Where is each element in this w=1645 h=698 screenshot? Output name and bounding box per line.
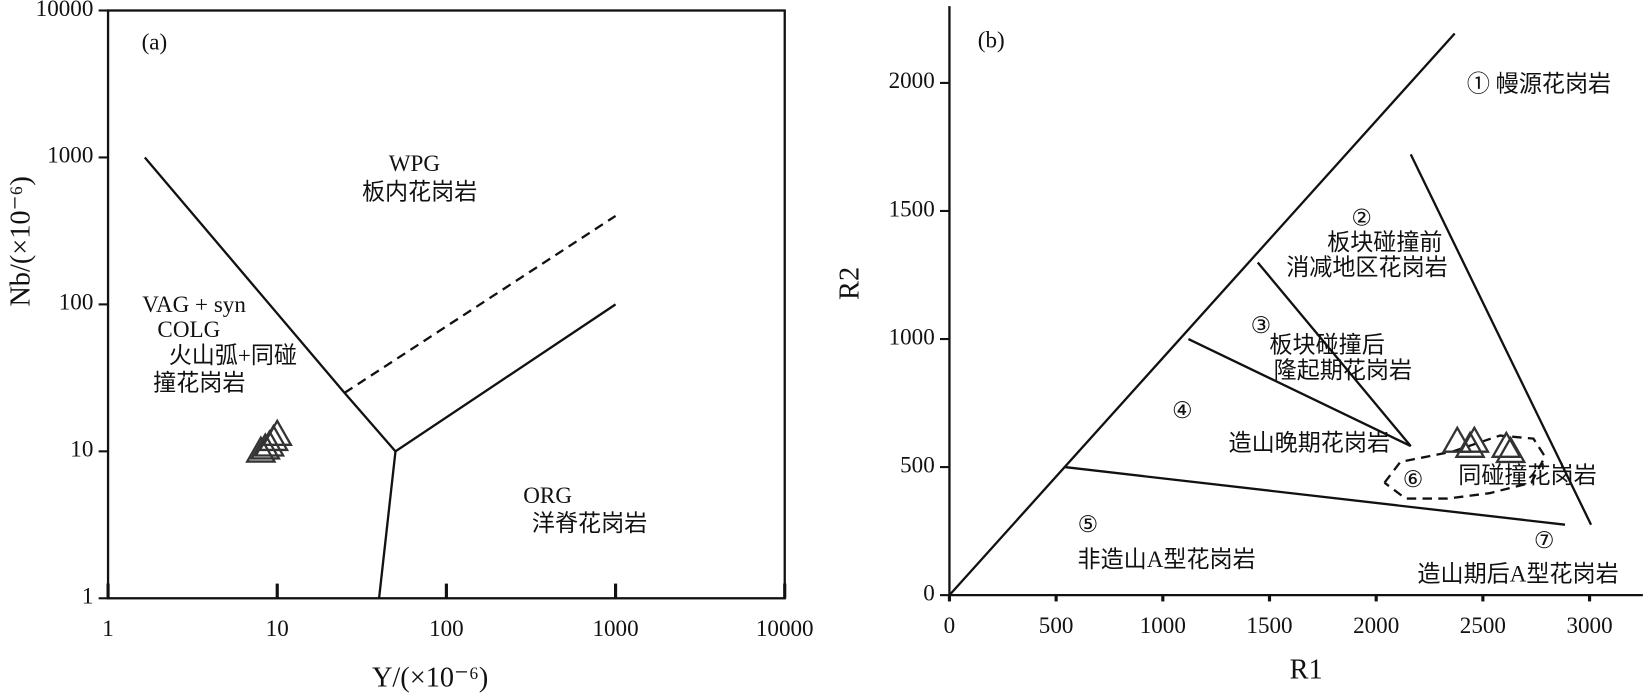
x-tick-label: 0 (944, 612, 956, 638)
annotation: 洋脊花岗岩 (532, 510, 647, 536)
annotation: ORG (523, 482, 572, 508)
y-tick-label: 1500 (889, 195, 935, 221)
x-tick-label: 1000 (1140, 612, 1186, 638)
annotation: 板块碰撞前 (1327, 229, 1442, 255)
x-tick-label: 2000 (1353, 612, 1399, 638)
x-axis-label: Y/(×10⁻⁶) (372, 663, 488, 694)
y-tick-label: 0 (923, 579, 935, 605)
y-tick-label: 1000 (47, 142, 93, 168)
annotation: 造山晚期花岗岩 (1229, 429, 1391, 455)
annotation: 非造山A型花岗岩 (1078, 546, 1256, 572)
annotation: ① 幔源花岗岩 (1467, 70, 1611, 96)
x-tick-label: 1000 (592, 615, 638, 641)
annotation: 同碰撞花岗岩 (1458, 462, 1596, 488)
x-tick-label: 2500 (1460, 612, 1506, 638)
boundary-line (1409, 153, 1593, 526)
x-tick-label: 1 (102, 615, 114, 641)
y-axis-label: R2 (834, 267, 865, 300)
annotation: COLG (157, 316, 220, 342)
data-point (1441, 425, 1473, 453)
annotation: ⑥ (1403, 466, 1424, 492)
boundary-line (1256, 261, 1412, 447)
x-tick-label: 10000 (756, 615, 814, 641)
data-point (249, 432, 281, 460)
annotation: ⑤ (1078, 511, 1099, 537)
y-tick-label: 500 (900, 451, 935, 477)
x-axis-label: R1 (1290, 654, 1323, 685)
annotation: 消减地区花岗岩 (1286, 254, 1448, 280)
x-tick-label: 500 (1039, 612, 1074, 638)
data-point (1490, 430, 1522, 458)
y-tick-label: 1 (82, 583, 94, 609)
boundary-line (143, 156, 617, 453)
x-tick-label: 3000 (1566, 612, 1612, 638)
annotation: (b) (978, 26, 1005, 52)
boundary-line (1187, 337, 1412, 448)
annotation: ④ (1172, 397, 1193, 423)
data-point (261, 418, 293, 446)
boundary-line (343, 214, 617, 394)
x-tick-label: 10 (266, 615, 289, 641)
annotation: (a) (142, 28, 168, 54)
y-tick-label: 10 (70, 436, 93, 462)
annotation: 板内花岗岩 (362, 178, 477, 204)
annotation: 造山期后A型花岗岩 (1417, 561, 1618, 587)
boundary-line (1064, 465, 1566, 526)
y-axis-label: Nb/(×10⁻⁶) (6, 176, 37, 307)
annotation: 隆起期花岗岩 (1274, 357, 1412, 383)
annotation: WPG (389, 150, 440, 176)
y-tick-label: 1000 (889, 323, 935, 349)
annotation: 撞花岗岩 (153, 370, 245, 396)
annotation: ③ (1251, 312, 1272, 338)
x-tick-label: 1500 (1246, 612, 1292, 638)
annotation: ⑦ (1534, 527, 1555, 553)
y-tick-label: 2000 (889, 67, 935, 93)
y-tick-label: 100 (59, 289, 94, 315)
annotation: VAG + syn (142, 291, 246, 317)
y-tick-label: 10000 (36, 0, 94, 21)
boundary-line (948, 32, 1456, 596)
annotation: 板块碰撞后 (1269, 332, 1384, 358)
x-tick-label: 100 (429, 615, 464, 641)
annotation: 火山弧+同碰 (169, 342, 297, 368)
data-point (1494, 435, 1527, 464)
annotation: ② (1351, 205, 1372, 231)
data-point (1454, 430, 1486, 458)
data-point (1458, 425, 1490, 453)
boundary-line (377, 451, 397, 599)
